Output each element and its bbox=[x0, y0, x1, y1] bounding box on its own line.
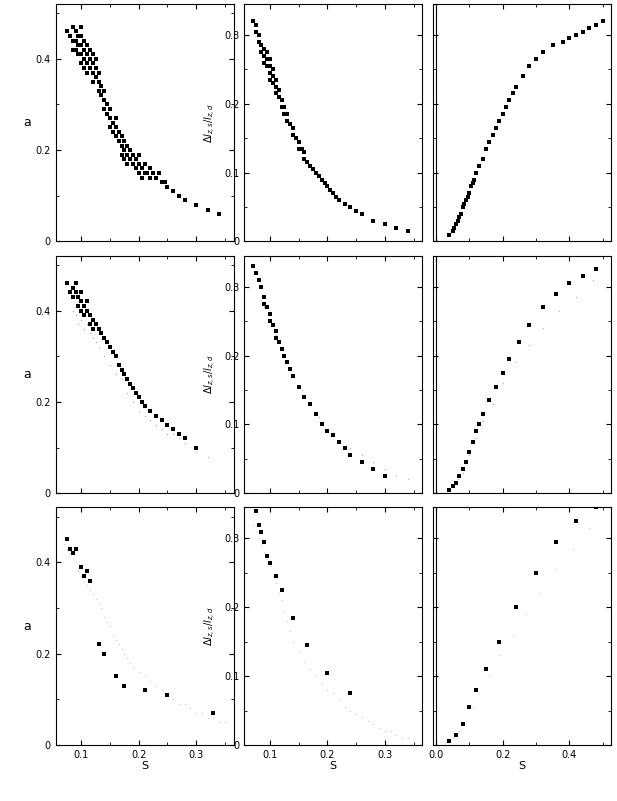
Y-axis label: $\Delta l_{z,s}/l_{z,d}$: $\Delta l_{z,s}/l_{z,d}$ bbox=[203, 103, 218, 143]
X-axis label: S: S bbox=[141, 761, 148, 771]
Y-axis label: a: a bbox=[23, 368, 31, 381]
Y-axis label: $\Delta l_{z,s}/l_{z,d}$: $\Delta l_{z,s}/l_{z,d}$ bbox=[203, 355, 218, 394]
Y-axis label: a: a bbox=[23, 116, 31, 129]
Y-axis label: a: a bbox=[23, 620, 31, 633]
X-axis label: S: S bbox=[329, 761, 337, 771]
X-axis label: S: S bbox=[518, 761, 526, 771]
Y-axis label: $\Delta l_{z,s}/l_{z,d}$: $\Delta l_{z,s}/l_{z,d}$ bbox=[203, 606, 218, 646]
